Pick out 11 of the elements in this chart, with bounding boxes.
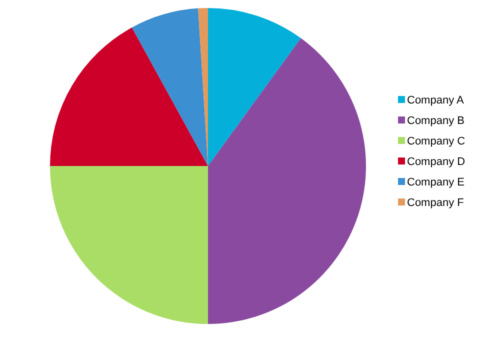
pie-slice xyxy=(208,38,366,324)
legend-label: Company F xyxy=(407,197,464,209)
pie-slice xyxy=(50,166,208,324)
legend-label: Company A xyxy=(407,94,465,106)
pie-slice xyxy=(132,8,208,166)
pie-slice xyxy=(50,28,208,166)
legend-label: Company B xyxy=(407,115,464,127)
legend-label: Company C xyxy=(407,136,466,148)
legend-label: Company E xyxy=(407,176,464,188)
legend-label: Company D xyxy=(407,156,466,168)
pie-slice xyxy=(208,8,301,166)
